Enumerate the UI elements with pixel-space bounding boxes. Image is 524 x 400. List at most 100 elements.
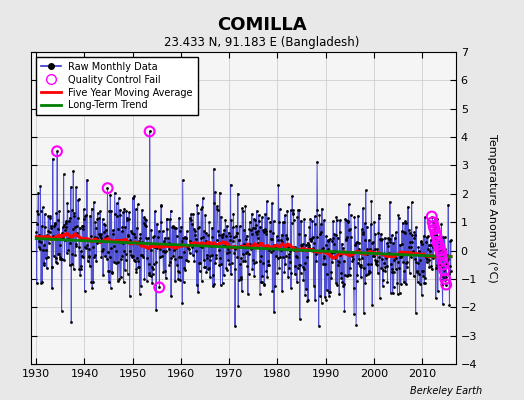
Point [265, 246, 273, 253]
Point [413, 279, 422, 286]
Point [299, 240, 307, 247]
Point [77, 263, 85, 269]
Point [321, 296, 330, 303]
Point [366, 268, 374, 275]
Point [101, 234, 109, 241]
Point [392, 255, 400, 262]
Point [40, 260, 49, 266]
Point [321, 294, 329, 300]
Point [200, 228, 208, 234]
Point [431, 226, 439, 232]
Point [363, 246, 372, 252]
Point [210, 280, 219, 287]
Point [201, 238, 210, 244]
Point [67, 184, 75, 190]
Point [442, 260, 451, 267]
Point [434, 242, 443, 248]
Point [309, 245, 317, 251]
Point [361, 220, 369, 226]
Point [325, 292, 333, 299]
Point [141, 216, 149, 222]
Point [194, 289, 202, 295]
Point [47, 225, 56, 231]
Point [131, 234, 139, 241]
Point [144, 245, 152, 251]
Point [137, 282, 145, 289]
Point [213, 207, 222, 214]
Point [168, 223, 177, 229]
Point [141, 235, 150, 241]
Point [38, 223, 46, 229]
Point [72, 241, 81, 247]
Point [423, 233, 432, 240]
Point [35, 238, 43, 245]
Point [233, 230, 241, 236]
Point [320, 255, 329, 261]
Point [270, 242, 279, 249]
Point [238, 288, 246, 294]
Point [143, 255, 151, 262]
Point [311, 213, 319, 220]
Point [231, 246, 239, 252]
Point [328, 250, 336, 256]
Point [428, 213, 436, 220]
Point [134, 201, 142, 208]
Point [136, 231, 145, 237]
Point [33, 220, 41, 227]
Point [277, 236, 286, 243]
Point [71, 224, 79, 230]
Point [260, 226, 269, 232]
Point [425, 263, 433, 270]
Point [125, 209, 134, 216]
Point [407, 244, 415, 250]
Point [40, 211, 49, 217]
Point [302, 286, 310, 292]
Point [54, 226, 62, 232]
Point [35, 232, 43, 238]
Point [381, 264, 389, 270]
Point [219, 230, 227, 237]
Point [400, 230, 409, 236]
Point [198, 278, 206, 284]
Point [338, 240, 346, 247]
Point [183, 258, 192, 264]
Point [444, 256, 452, 262]
Point [178, 300, 187, 306]
Point [116, 212, 125, 218]
Point [431, 230, 440, 237]
Point [389, 284, 398, 290]
Point [443, 258, 451, 264]
Point [200, 257, 208, 263]
Point [295, 230, 303, 237]
Point [369, 253, 378, 259]
Point [328, 259, 336, 265]
Point [253, 208, 261, 214]
Point [100, 229, 108, 235]
Point [301, 231, 310, 238]
Point [432, 233, 441, 240]
Point [351, 242, 359, 248]
Point [397, 252, 406, 258]
Point [44, 212, 52, 219]
Point [410, 229, 419, 236]
Point [136, 235, 144, 242]
Point [271, 283, 279, 289]
Text: 23.433 N, 91.183 E (Bangladesh): 23.433 N, 91.183 E (Bangladesh) [165, 36, 359, 49]
Point [307, 236, 315, 242]
Point [315, 212, 324, 218]
Point [259, 227, 267, 233]
Point [380, 235, 389, 241]
Point [406, 270, 414, 276]
Point [242, 236, 250, 242]
Point [441, 277, 450, 284]
Point [58, 308, 66, 314]
Point [310, 283, 318, 289]
Point [408, 232, 417, 238]
Point [262, 268, 270, 274]
Point [261, 211, 269, 217]
Point [100, 220, 108, 227]
Point [408, 199, 416, 206]
Point [344, 219, 353, 225]
Point [387, 261, 395, 268]
Point [169, 252, 177, 259]
